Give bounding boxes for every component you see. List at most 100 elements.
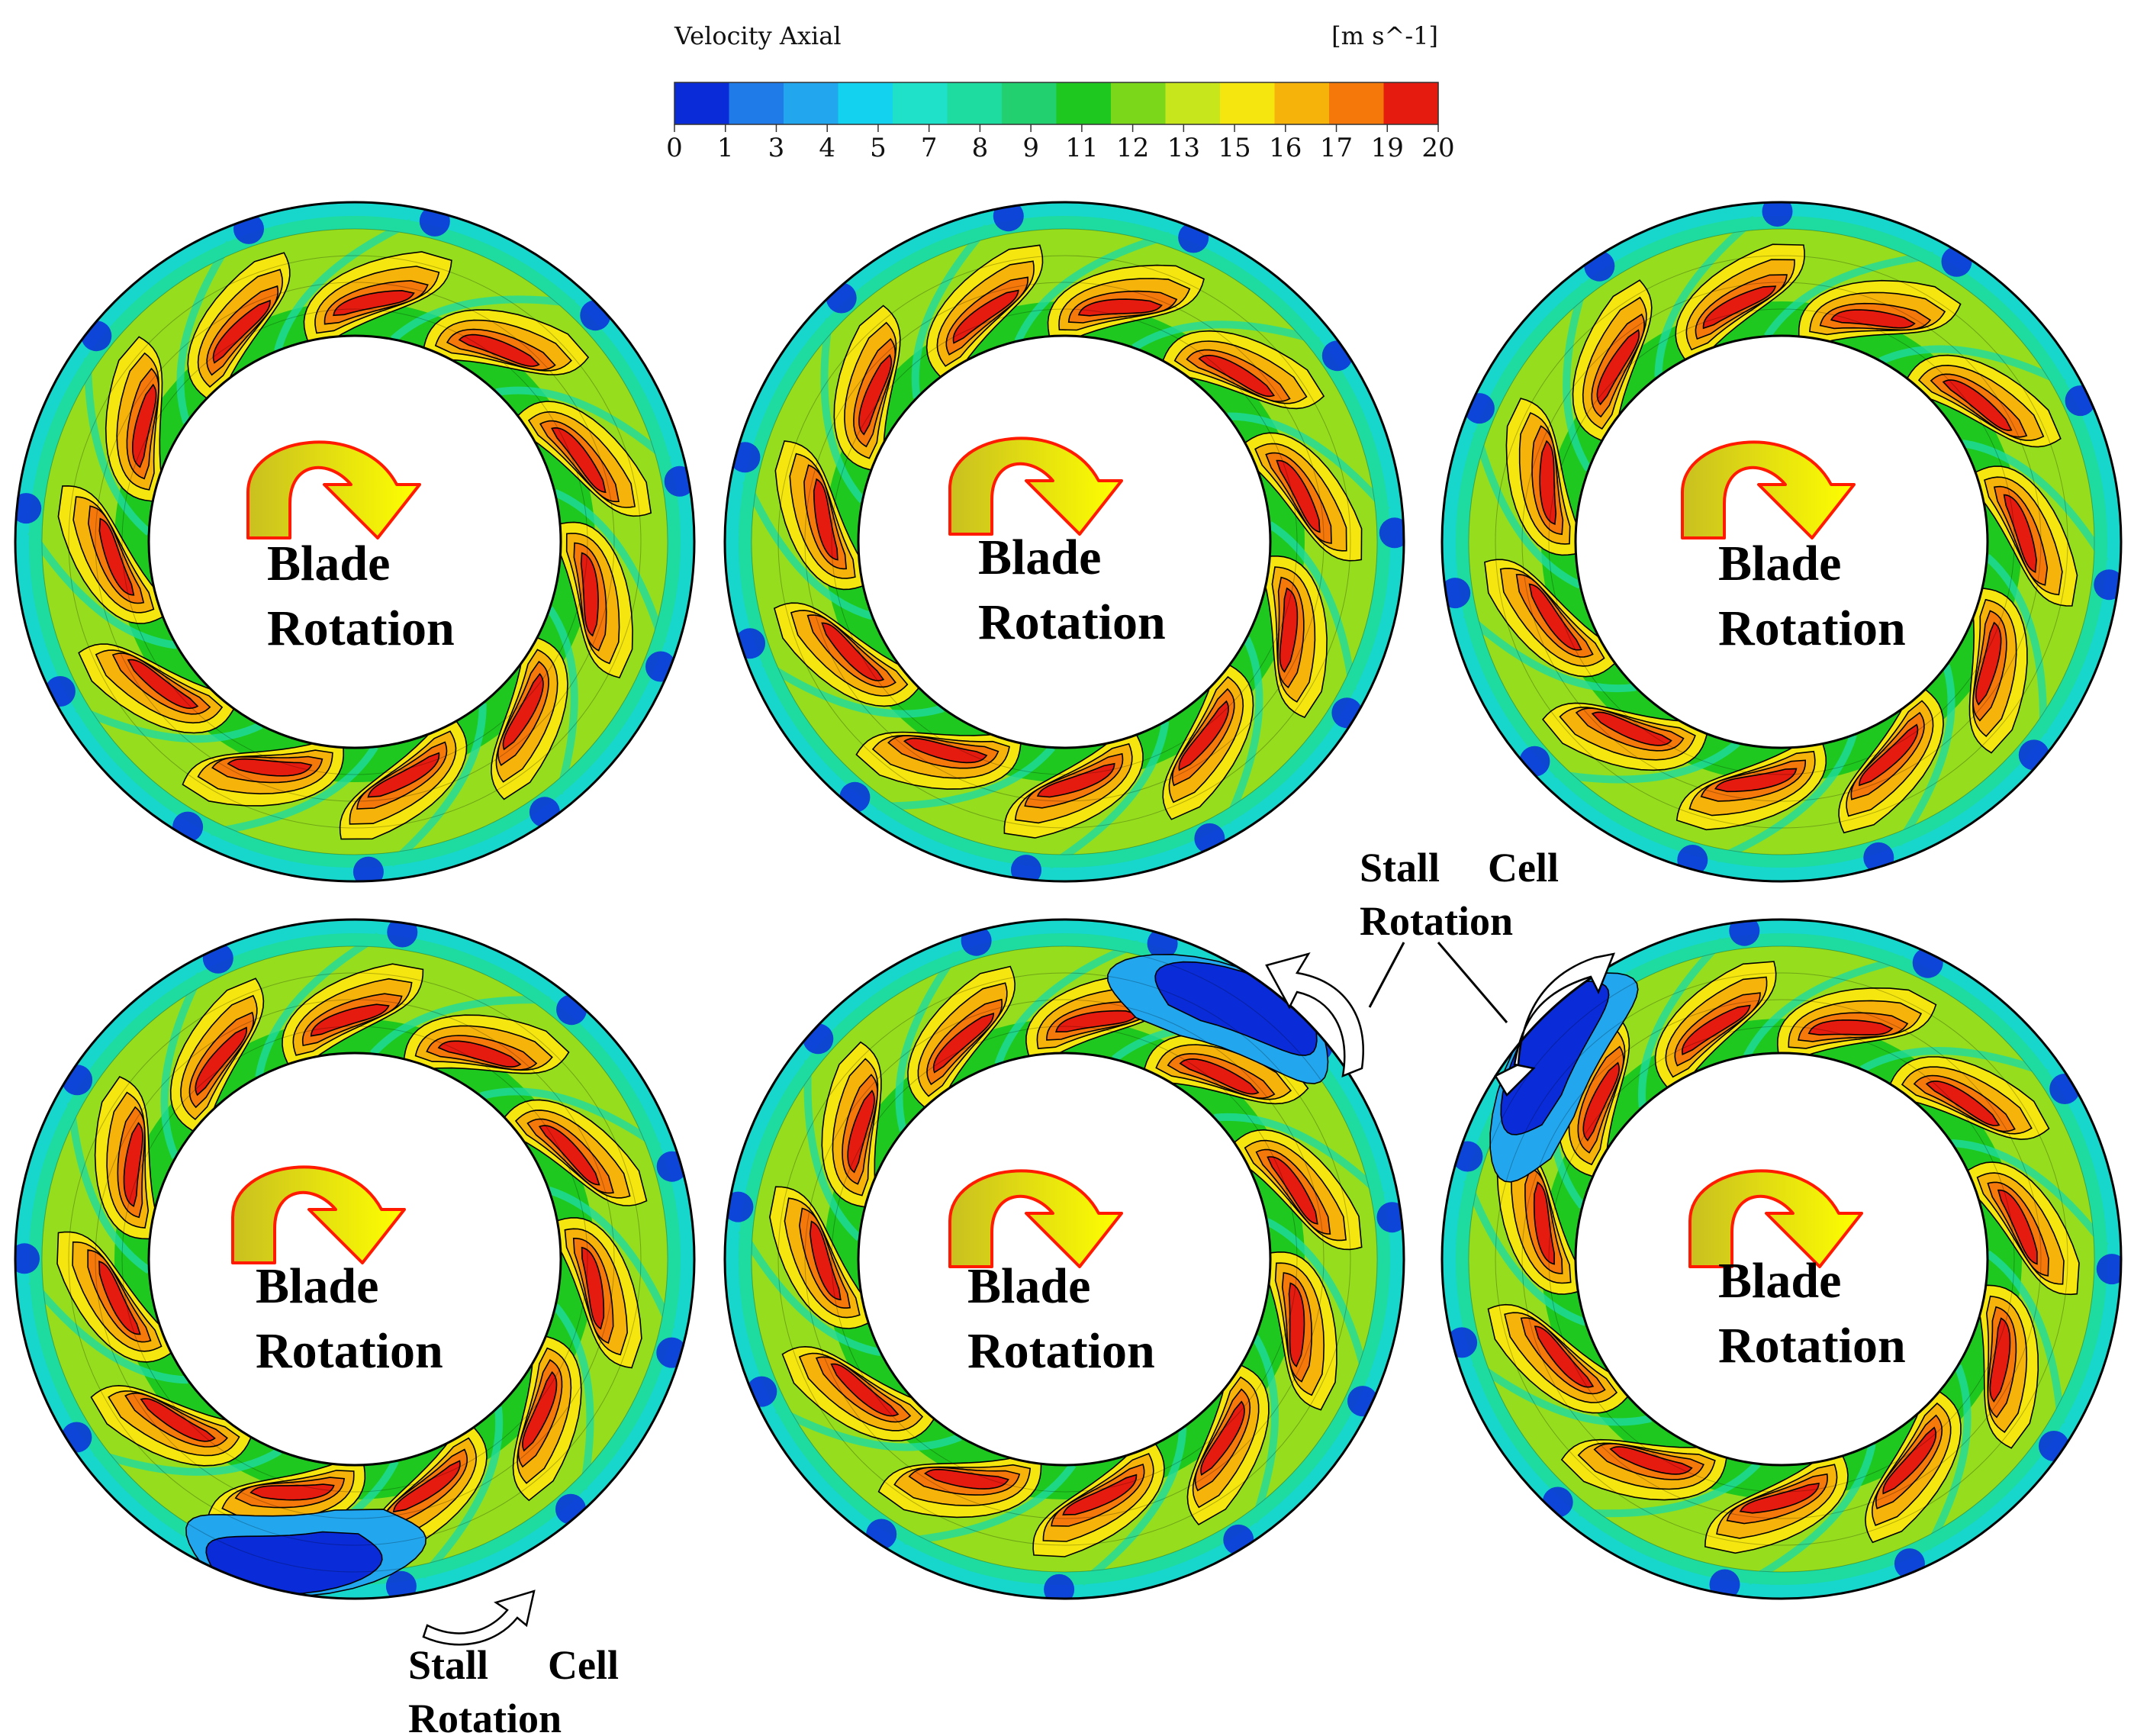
contour-band-red [1681,1004,1751,1055]
blade-passage [255,920,424,1077]
contour-panel-5: Blade Rotation [723,918,1405,1600]
contour-band-red [847,1089,875,1174]
blade-wake [1878,345,2066,387]
blade-passage [866,1455,1077,1550]
colorbar-swatch [1220,82,1276,124]
contour-band-red [858,353,893,436]
iso-line [95,999,615,1519]
blade-wake [420,1406,504,1580]
blade-wake [1638,937,1726,1108]
contour-band-red [1859,723,1919,787]
legend-units: [m s^-1] [1331,21,1438,50]
blade-wake [495,386,671,464]
contour-band-red [1279,587,1299,673]
contour-band-red [392,1460,461,1513]
blade-passage [512,1303,594,1525]
blade-passage [1519,702,1740,784]
rim-pocket [1542,1486,1573,1518]
blade-rotation-arrow-icon [1681,440,1856,539]
blade-wake [369,996,550,1057]
colorbar-swatch [893,82,948,124]
blade-wake [1654,215,1758,377]
blade-passage [839,731,1056,813]
blade-passage [44,643,263,743]
contour-band-red [1200,1400,1245,1477]
blade-wake [1714,733,1857,863]
blade-wake [761,659,945,718]
iso-line [1495,972,2068,1546]
colorbar-swatch [947,82,1003,124]
blade-wake [27,529,178,649]
blade-wake [820,317,866,504]
blade-passage [1860,1046,2081,1140]
blade-passage [61,1384,282,1476]
iso-line [121,308,588,775]
blade-wake [803,1060,862,1242]
blade-passage [1962,440,2121,607]
blade-passage [1265,1218,1378,1417]
colorbar-tick-label: 9 [1022,133,1039,163]
blade-wake [1984,1250,2065,1424]
rim-pocket [419,205,450,237]
outer-wall [14,201,696,883]
blade-wake [1463,1178,1587,1326]
blade-passage [1228,412,1404,562]
stall-label-top-line2: Cell [1488,845,1559,891]
contour-band-red [551,427,607,494]
rim-pocket [352,856,384,881]
contour-band-red [502,672,544,751]
blade-wake [1743,955,1906,1058]
blade-passage [1032,1427,1187,1599]
stall-label-top-line3: Rotation [1360,898,1513,944]
colorbar-tick-label: 17 [1320,133,1353,163]
iso-line [777,255,1351,829]
contour-band-red [1591,711,1672,746]
rim-pocket [1677,845,1708,875]
contour-band-red [98,517,135,596]
stall-label-bottom-line3: Rotation [408,1696,562,1736]
legend-title: Velocity Axial [674,21,842,50]
contour-panel-1: Blade Rotation [14,201,696,883]
blade-wake [1894,664,1955,847]
contour-band-red [212,299,271,364]
colorbar-tick-label: 12 [1116,133,1149,163]
blade-passage [1003,720,1170,881]
contour-band-red [1062,1474,1138,1515]
blade-label-line1: Blade [256,1258,378,1314]
colorbar-tick-label: 5 [870,133,887,163]
blade-wake [1563,283,1592,472]
contour-band-red [813,478,839,561]
iso-line [751,945,1378,1573]
outer-wall [1440,201,2123,883]
blade-passage [1764,246,1972,344]
colorbar-tick-label: 8 [972,133,989,163]
contour-band-red [131,383,157,469]
colorbar-tick-label: 1 [717,133,734,163]
blade-wake [390,295,576,343]
contour-band-red [952,289,1019,344]
blade-passage [1968,553,2049,771]
blade-label-line2: Rotation [1718,601,1906,656]
blade-passage [1704,1443,1876,1599]
colorbar-tick-label: 3 [768,133,785,163]
contour-band-red [581,1246,605,1330]
contour-panels: BladeRotationBladeRotationBladeRotationB… [14,201,2123,1600]
blade-label-line1: Blade [978,530,1101,585]
contour-band-red [821,622,885,681]
blade-label-line2: Rotation [978,594,1166,650]
blade-wake [83,357,152,536]
contour-panel-2: Blade Rotation [723,201,1405,883]
contour-band-red [1925,1081,2001,1126]
blade-passage [1214,1113,1404,1251]
iso-line [95,282,615,802]
blade-wake [255,932,381,1077]
contour-band-red [1276,459,1321,533]
blade-wake [479,1087,661,1150]
iso-line [1521,999,2042,1519]
stall-leader-line-right [1437,942,1508,1023]
hub [147,334,562,749]
blade-passage [735,602,945,718]
rim-pocket [580,300,611,331]
blade-passage [81,320,163,536]
contour-band-red [123,1122,143,1207]
